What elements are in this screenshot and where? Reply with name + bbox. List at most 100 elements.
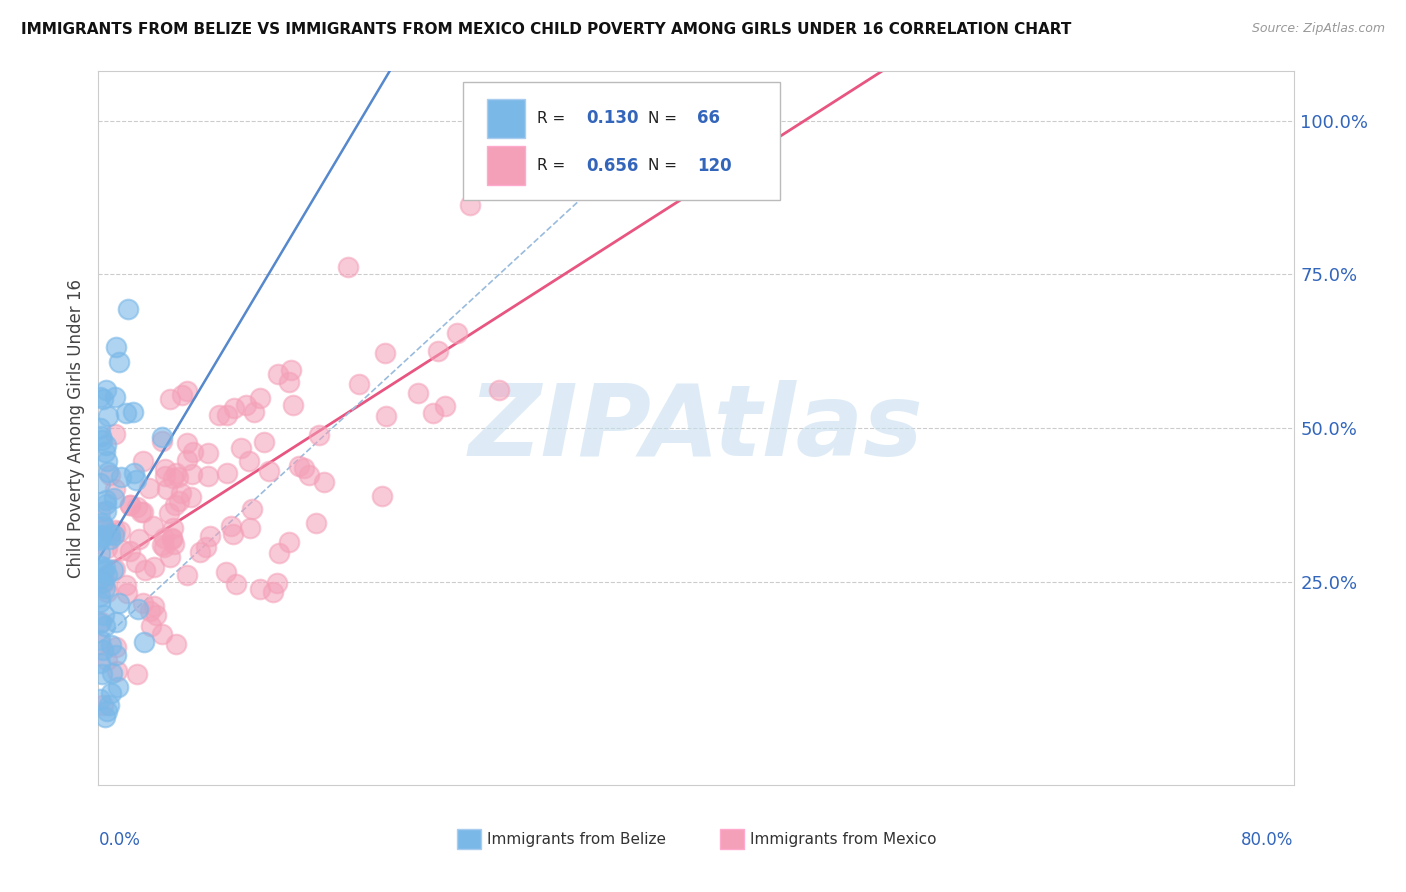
Point [96, 567, 118, 582]
Point [163, 537, 186, 551]
Point [127, 601, 149, 615]
Point [165, 637, 187, 651]
Point [257, 464, 280, 478]
Point [104, 482, 127, 496]
Point [141, 619, 163, 633]
Point [287, 458, 309, 473]
Point [94, 619, 117, 633]
Point [183, 445, 205, 459]
Point [104, 427, 127, 442]
Point [89, 546, 111, 560]
Text: 0.130: 0.130 [586, 109, 638, 128]
Point [91, 519, 114, 533]
Point [91, 667, 114, 681]
Point [200, 528, 222, 542]
Point [89, 595, 111, 609]
Point [94, 438, 117, 452]
Point [89, 391, 111, 405]
Point [103, 528, 125, 542]
Point [108, 524, 131, 539]
Point [153, 462, 176, 476]
Point [176, 452, 198, 467]
Point [374, 409, 396, 424]
Text: 0.656: 0.656 [586, 157, 638, 175]
Point [422, 406, 444, 420]
Point [90, 558, 112, 573]
Point [122, 405, 145, 419]
Text: Immigrants from Mexico: Immigrants from Mexico [749, 831, 936, 847]
Point [94, 521, 117, 535]
Point [97, 698, 120, 712]
Point [280, 363, 302, 377]
Point [267, 368, 290, 382]
Point [89, 637, 111, 651]
Point [219, 519, 242, 533]
Point [129, 505, 152, 519]
Point [167, 470, 190, 484]
Point [124, 466, 146, 480]
Text: N =: N = [648, 111, 682, 126]
Text: Immigrants from Belize: Immigrants from Belize [486, 831, 666, 847]
Point [159, 550, 181, 565]
Point [142, 518, 165, 533]
Point [152, 540, 174, 554]
Point [134, 563, 156, 577]
Point [100, 686, 122, 700]
Point [312, 475, 335, 489]
Point [262, 585, 284, 599]
Point [176, 567, 198, 582]
Point [208, 408, 231, 422]
Point [170, 387, 193, 401]
Text: IMMIGRANTS FROM BELIZE VS IMMIGRANTS FROM MEXICO CHILD POVERTY AMONG GIRLS UNDER: IMMIGRANTS FROM BELIZE VS IMMIGRANTS FRO… [21, 22, 1071, 37]
Point [238, 454, 260, 468]
Point [370, 489, 392, 503]
Text: N =: N = [648, 158, 682, 173]
Point [167, 493, 190, 508]
Point [100, 666, 122, 681]
Point [427, 343, 450, 358]
Point [103, 491, 125, 506]
Y-axis label: Child Poverty Among Girls Under 16: Child Poverty Among Girls Under 16 [66, 278, 84, 578]
Point [138, 481, 160, 495]
FancyBboxPatch shape [457, 830, 481, 849]
Point [94, 504, 117, 518]
Point [150, 538, 173, 552]
Point [176, 384, 198, 399]
Point [180, 467, 202, 482]
Point [159, 506, 181, 520]
Point [156, 482, 179, 496]
Point [145, 608, 167, 623]
Point [107, 664, 129, 678]
Text: R =: R = [537, 111, 571, 126]
Point [89, 615, 111, 630]
Point [104, 648, 127, 662]
Point [281, 398, 304, 412]
Point [107, 680, 129, 694]
Point [142, 559, 165, 574]
Text: R =: R = [537, 158, 571, 173]
Point [458, 197, 481, 211]
Point [243, 405, 266, 419]
Point [132, 505, 155, 519]
Point [131, 454, 153, 468]
Point [120, 498, 142, 512]
Point [235, 398, 257, 412]
Point [103, 391, 125, 405]
Point [94, 492, 117, 507]
Point [89, 589, 111, 603]
Point [94, 445, 117, 459]
Point [225, 577, 247, 591]
Point [153, 468, 176, 483]
Point [117, 301, 139, 316]
Point [89, 528, 111, 542]
Point [89, 632, 111, 647]
Point [215, 565, 238, 579]
Point [110, 469, 132, 483]
Point [132, 634, 155, 648]
Point [125, 500, 148, 514]
Text: ZIPAtlas: ZIPAtlas [468, 380, 924, 476]
Point [165, 467, 187, 481]
Point [93, 561, 115, 575]
Point [125, 555, 148, 569]
Point [96, 497, 118, 511]
